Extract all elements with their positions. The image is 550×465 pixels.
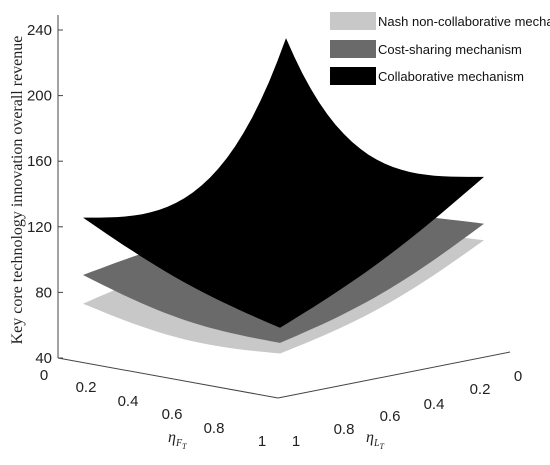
z-tick-labels: 40 80 120 160 200 240 xyxy=(27,22,63,367)
y-axis-subsubscript: T xyxy=(380,442,385,451)
y-tick-label: 0.6 xyxy=(380,408,401,425)
y-axis-line xyxy=(277,351,511,399)
y-tick-labels: 0 0.2 0.4 0.6 0.8 1 xyxy=(292,368,522,450)
x-axis-subscript: F xyxy=(175,438,183,449)
x-tick-label: 0.8 xyxy=(204,420,225,437)
x-axis-label: ηFT xyxy=(168,429,187,451)
z-tick-label: 80 xyxy=(35,284,52,301)
y-axis-label: ηLT xyxy=(366,429,385,451)
z-axis-label: Key core technology innovation overall r… xyxy=(9,36,26,345)
x-tick-label: 0 xyxy=(40,367,48,384)
z-tick-label: 240 xyxy=(27,22,52,39)
z-tick-label: 200 xyxy=(27,88,52,105)
x-axis-subsubscript: T xyxy=(182,442,187,451)
surface-collaborative xyxy=(83,38,484,328)
legend-swatch-nash xyxy=(330,12,376,30)
x-tick-label: 0.4 xyxy=(118,393,139,410)
x-tick-label: 1 xyxy=(258,433,266,450)
x-tick-label: 0.6 xyxy=(162,406,183,423)
legend-label-collaborative: Collaborative mechanism xyxy=(378,69,524,84)
legend-swatch-collaborative xyxy=(330,67,376,85)
y-tick-label: 0.8 xyxy=(334,421,355,438)
x-axis-symbol: η xyxy=(168,429,176,446)
y-tick-label: 0.2 xyxy=(470,381,491,398)
y-tick-label: 1 xyxy=(292,433,300,450)
axes xyxy=(57,15,511,399)
x-axis-line xyxy=(57,357,279,399)
legend: Nash non-collaborative mechanism Cost-sh… xyxy=(330,12,550,85)
z-tick-label: 160 xyxy=(27,153,52,170)
legend-label-cost-sharing: Cost-sharing mechanism xyxy=(378,42,522,57)
x-tick-labels: 0 0.2 0.4 0.6 0.8 1 xyxy=(40,367,266,450)
y-tick-label: 0.4 xyxy=(424,396,445,413)
y-tick-label: 0 xyxy=(514,368,522,385)
legend-label-nash: Nash non-collaborative mechanism xyxy=(378,14,550,29)
surface-group xyxy=(83,38,484,354)
z-tick-label: 120 xyxy=(27,219,52,236)
y-axis-subscript: L xyxy=(373,438,380,449)
x-tick-label: 0.2 xyxy=(76,379,97,396)
y-axis-symbol: η xyxy=(366,429,374,446)
z-tick-label: 40 xyxy=(35,350,52,367)
legend-swatch-cost-sharing xyxy=(330,40,376,58)
